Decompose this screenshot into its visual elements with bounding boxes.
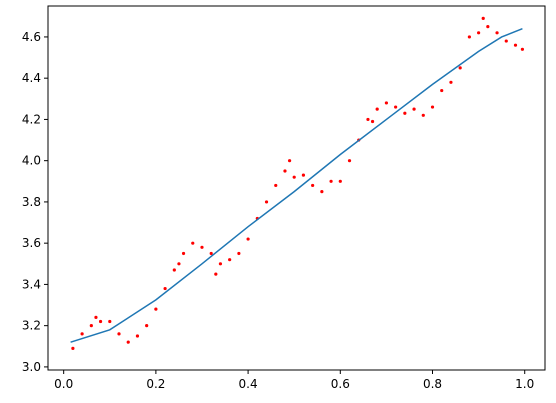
- point: [347, 159, 352, 163]
- point: [200, 245, 204, 249]
- y-tick-label: 3.6: [22, 236, 41, 250]
- point: [209, 251, 213, 256]
- point: [71, 346, 75, 350]
- point: [481, 16, 485, 20]
- point: [181, 251, 186, 256]
- point: [154, 307, 158, 311]
- point: [172, 268, 176, 272]
- point: [320, 190, 324, 194]
- fit-line: [70, 27, 523, 343]
- point: [237, 251, 241, 256]
- point: [366, 117, 370, 122]
- y-tick-label: 3.4: [22, 277, 41, 291]
- point: [430, 105, 435, 109]
- point: [89, 324, 93, 328]
- point: [228, 258, 232, 262]
- point: [477, 31, 481, 35]
- point: [264, 200, 269, 204]
- point: [283, 169, 287, 173]
- point: [214, 272, 218, 276]
- point: [458, 66, 462, 70]
- y-tick-label: 3.8: [22, 195, 41, 209]
- point: [94, 315, 98, 320]
- point: [338, 179, 342, 183]
- point: [486, 25, 490, 29]
- point: [145, 324, 149, 328]
- point: [301, 173, 306, 177]
- x-tick-label: 0.2: [146, 377, 165, 391]
- point: [394, 105, 398, 109]
- point: [513, 43, 518, 47]
- point: [246, 237, 250, 241]
- point: [117, 332, 121, 336]
- point: [311, 183, 315, 188]
- point: [440, 88, 444, 93]
- x-tick-label: 0.6: [331, 377, 350, 391]
- y-tick-label: 4.0: [22, 154, 41, 168]
- x-tick-label: 1.0: [515, 377, 534, 391]
- y-tick-label: 3.2: [22, 319, 41, 333]
- point: [384, 101, 389, 105]
- y-tick-label: 4.2: [22, 112, 41, 126]
- x-tick-label: 0.0: [54, 377, 73, 391]
- point: [135, 334, 140, 338]
- point: [375, 107, 379, 111]
- point: [467, 35, 471, 39]
- point: [370, 119, 375, 124]
- point: [421, 113, 425, 117]
- point: [98, 319, 103, 324]
- point: [274, 183, 278, 188]
- point: [191, 241, 195, 245]
- point: [163, 286, 167, 291]
- point: [449, 80, 453, 84]
- point: [287, 159, 292, 163]
- point: [504, 39, 508, 43]
- point: [126, 340, 130, 344]
- point: [108, 319, 112, 324]
- y-tick-label: 3.0: [22, 360, 41, 374]
- point: [495, 31, 499, 35]
- point: [403, 111, 407, 115]
- point: [520, 47, 525, 51]
- x-tick-label: 0.8: [423, 377, 442, 391]
- point: [412, 107, 416, 111]
- point: [80, 332, 84, 336]
- x-tick-label: 0.4: [239, 377, 258, 391]
- y-tick-label: 4.4: [22, 71, 41, 85]
- plot-frame: [47, 5, 546, 371]
- point: [329, 179, 333, 183]
- point: [177, 262, 181, 266]
- point: [218, 262, 223, 266]
- y-tick-label: 4.6: [22, 30, 41, 44]
- point: [292, 175, 296, 179]
